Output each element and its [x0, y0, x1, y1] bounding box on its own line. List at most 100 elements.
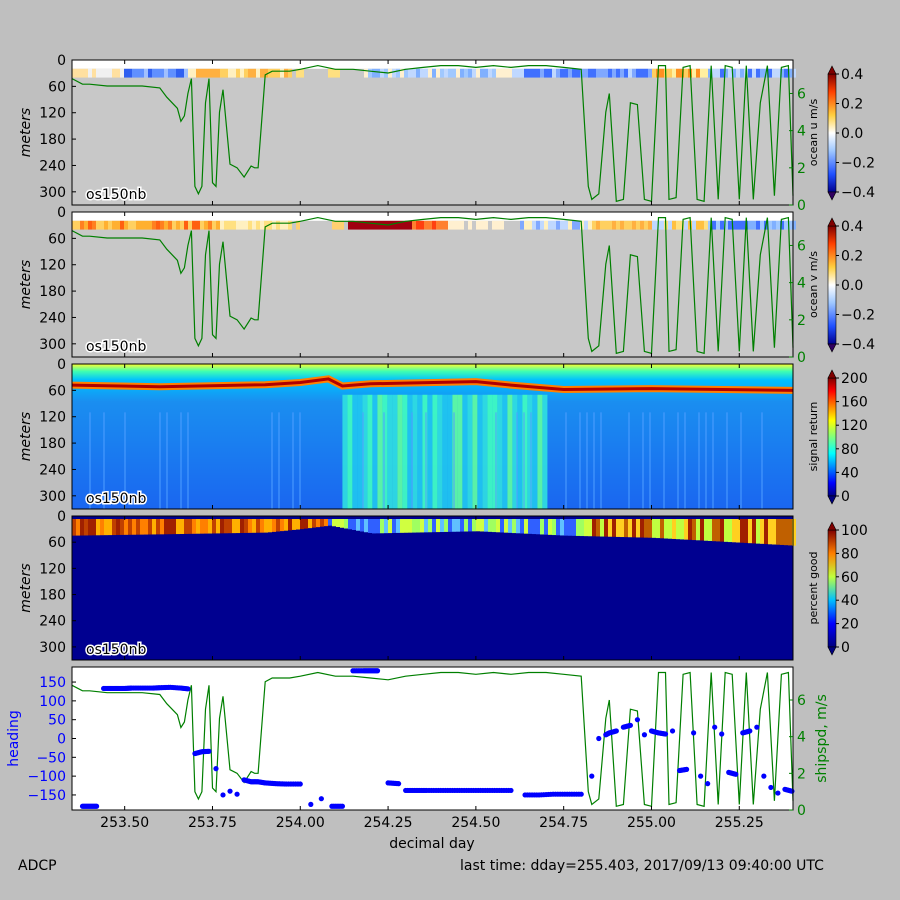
colorbar-extend-bottom [827, 343, 837, 353]
velocity-cell [140, 68, 144, 78]
right-tick-label: 6 [797, 238, 806, 254]
heading-point [627, 722, 633, 728]
percent-good-cell [252, 519, 256, 533]
percent-good-cell [772, 519, 776, 545]
velocity-cell [284, 220, 288, 230]
velocity-cell [520, 220, 524, 230]
velocity-cell [192, 220, 196, 230]
velocity-cell [592, 68, 596, 78]
velocity-cell [576, 68, 580, 78]
colorbar-extend-bottom [827, 495, 837, 505]
velocity-cell [668, 68, 672, 78]
velocity-cell [368, 220, 372, 230]
percent-good-cell [212, 519, 216, 534]
velocity-cell [640, 68, 644, 78]
velocity-cell [136, 220, 140, 230]
signal-streak [642, 412, 644, 509]
velocity-cell [88, 68, 92, 78]
percent-good-cell [120, 519, 124, 535]
signal-column [407, 394, 413, 509]
colorbar-tick-label: −0.4 [841, 185, 875, 201]
velocity-cell [760, 220, 764, 230]
percent-good-cell [244, 519, 248, 533]
colorbar-tick-label: 0.4 [841, 219, 863, 235]
velocity-cell [228, 220, 232, 230]
percent-good-cell [540, 519, 544, 535]
signal-streak [579, 412, 581, 509]
velocity-cell [80, 220, 84, 230]
signal-column [537, 394, 543, 509]
signal-column [542, 394, 548, 509]
percent-good-cell [668, 519, 672, 539]
percent-good-cell [136, 519, 140, 535]
percent-good-cell [292, 519, 296, 530]
colorbar-extend-top [827, 521, 837, 531]
velocity-cell [676, 68, 680, 78]
percent-good-cell [428, 519, 432, 533]
percent-good-cell [272, 519, 276, 532]
percent-good-cell [448, 519, 452, 532]
velocity-cell [340, 220, 344, 230]
velocity-cell [584, 68, 588, 78]
signal-streak [565, 412, 567, 509]
velocity-cell [332, 68, 336, 78]
signal-streak [712, 412, 714, 509]
percent-good-cell [636, 519, 640, 538]
percent-good-cell [524, 519, 528, 534]
velocity-cell [244, 220, 248, 230]
signal-column [422, 394, 428, 509]
colorbar-tick-label: −0.2 [841, 156, 875, 172]
heading-point [596, 735, 602, 742]
percent-good-cell [792, 519, 796, 546]
signal-column [527, 394, 533, 509]
percent-good-cell [720, 519, 724, 542]
velocity-cell [728, 220, 732, 230]
velocity-cell [604, 68, 608, 78]
velocity-cell [404, 68, 408, 78]
velocity-cell [188, 68, 192, 78]
velocity-cell [408, 220, 412, 230]
heading-point [396, 781, 402, 787]
heading-point [712, 724, 718, 730]
y-axis-label: meters [18, 563, 34, 612]
percent-good-cell [248, 519, 252, 533]
percent-good-cell [752, 519, 756, 544]
velocity-cell [144, 220, 148, 230]
velocity-cell [568, 68, 572, 78]
velocity-cell [560, 68, 564, 78]
panel-ocean_v: 0 60 120 180 240 300 meters os150nb 6 4 2 0 0.4 0.2 0.… [18, 205, 875, 366]
plot-frame [71, 211, 794, 358]
velocity-cell [472, 68, 476, 78]
velocity-cell [772, 220, 776, 230]
velocity-cell [780, 68, 784, 78]
depth-tick-label: 60 [48, 79, 66, 95]
heading-point [768, 784, 774, 791]
velocity-cell [112, 68, 116, 78]
signal-column [532, 394, 538, 509]
velocity-cell [756, 220, 760, 230]
percent-good-cell [764, 519, 768, 545]
velocity-cell [740, 68, 744, 78]
percent-good-cell [712, 519, 716, 542]
velocity-cell [364, 220, 368, 230]
velocity-cell [72, 220, 76, 230]
depth-tick-label: 120 [39, 410, 66, 426]
velocity-cell [480, 68, 484, 78]
depth-tick-label: 180 [39, 284, 66, 300]
velocity-cell [592, 220, 596, 230]
signal-streak [677, 412, 679, 509]
percent-good-cell [220, 519, 224, 534]
percent-good-cell [160, 519, 164, 535]
velocity-cell [600, 68, 604, 78]
percent-good-cell [188, 519, 192, 534]
percent-good-cell [184, 519, 188, 534]
velocity-cell [200, 68, 204, 78]
heading-tick-label: 0 [57, 732, 66, 748]
signal-streak [600, 412, 602, 509]
colorbar-tick-label: 0.0 [841, 278, 863, 294]
velocity-cell [500, 220, 504, 230]
velocity-cell [268, 68, 272, 78]
velocity-cell [164, 220, 168, 230]
percent-good-cell [728, 519, 732, 543]
velocity-cell [792, 68, 796, 78]
